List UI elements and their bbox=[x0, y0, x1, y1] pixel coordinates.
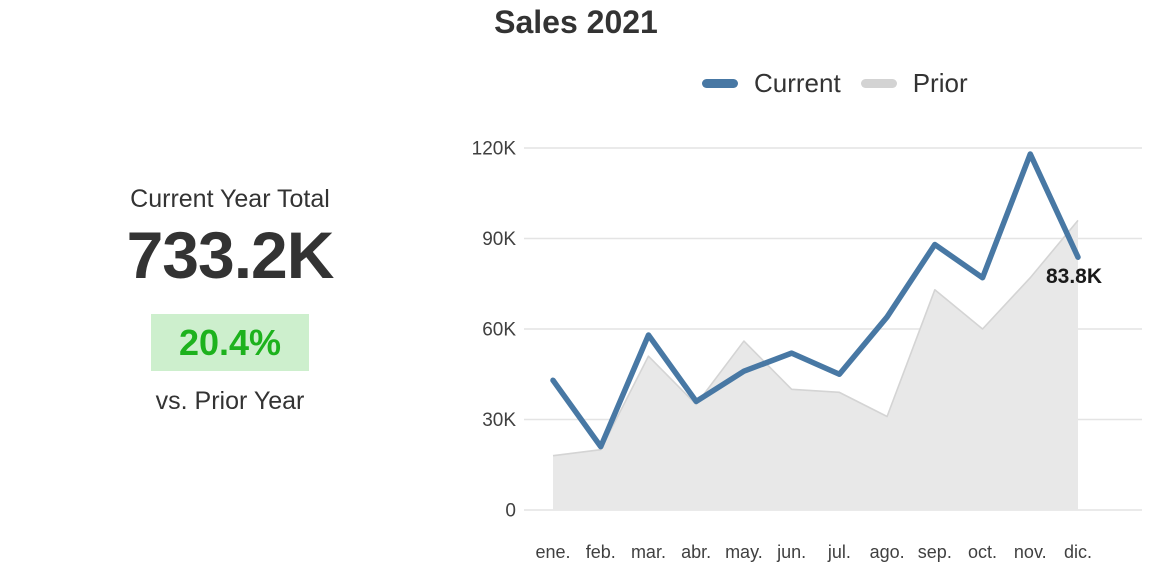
current-series-swatch bbox=[702, 79, 738, 88]
x-axis-tick-label: nov. bbox=[1014, 542, 1047, 562]
y-axis-tick-label: 0 bbox=[505, 501, 516, 522]
x-axis-tick-label: ene. bbox=[535, 542, 570, 562]
x-axis-tick-label: ago. bbox=[870, 542, 905, 562]
x-axis-tick-label: may. bbox=[725, 542, 763, 562]
page-title: Sales 2021 bbox=[494, 4, 658, 40]
legend-label-prior: Prior bbox=[912, 68, 968, 98]
kpi-delta-badge: 20.4% bbox=[150, 313, 310, 372]
kpi-delta-context: vs. Prior Year bbox=[155, 387, 305, 416]
x-axis-tick-label: mar. bbox=[631, 542, 666, 562]
chart-legend: Current Prior bbox=[702, 68, 968, 99]
kpi-value: 733.2K bbox=[126, 217, 335, 292]
legend-label-current: Current bbox=[754, 68, 841, 98]
legend-item-prior[interactable]: Prior bbox=[860, 68, 968, 99]
prior-area-edge bbox=[552, 219, 1079, 457]
prior-area-series[interactable] bbox=[553, 220, 1078, 510]
data-point-label: 83.8K bbox=[1046, 265, 1102, 288]
legend-item-current[interactable]: Current bbox=[702, 68, 841, 99]
x-axis-tick-label: feb. bbox=[586, 542, 616, 562]
y-axis-tick-label: 120K bbox=[472, 139, 517, 160]
kpi-label: Current Year Total bbox=[130, 185, 330, 213]
prior-series-swatch bbox=[860, 79, 897, 88]
y-axis-tick-label: 30K bbox=[482, 410, 516, 431]
x-axis-tick-label: abr. bbox=[681, 542, 711, 562]
x-axis-tick-label: dic. bbox=[1064, 542, 1092, 562]
x-axis-tick-label: jun. bbox=[776, 542, 806, 562]
y-axis-tick-label: 60K bbox=[482, 320, 516, 341]
chart-area: 0 30K 60K 90K 120K 83.8K ene. feb. mar. abr. may. j… bbox=[460, 130, 1152, 576]
current-line-series[interactable] bbox=[550, 151, 1081, 450]
kpi-card: Current Year Total 733.2K 20.4% vs. Prio… bbox=[65, 185, 395, 416]
x-axis-tick-label: jul. bbox=[827, 542, 851, 562]
x-axis-tick-label: sep. bbox=[918, 542, 952, 562]
y-axis-tick-label: 90K bbox=[482, 229, 516, 250]
sales-line-chart[interactable]: 0 30K 60K 90K 120K 83.8K ene. feb. mar. abr. may. j… bbox=[460, 130, 1152, 576]
x-axis-tick-label: oct. bbox=[968, 542, 997, 562]
